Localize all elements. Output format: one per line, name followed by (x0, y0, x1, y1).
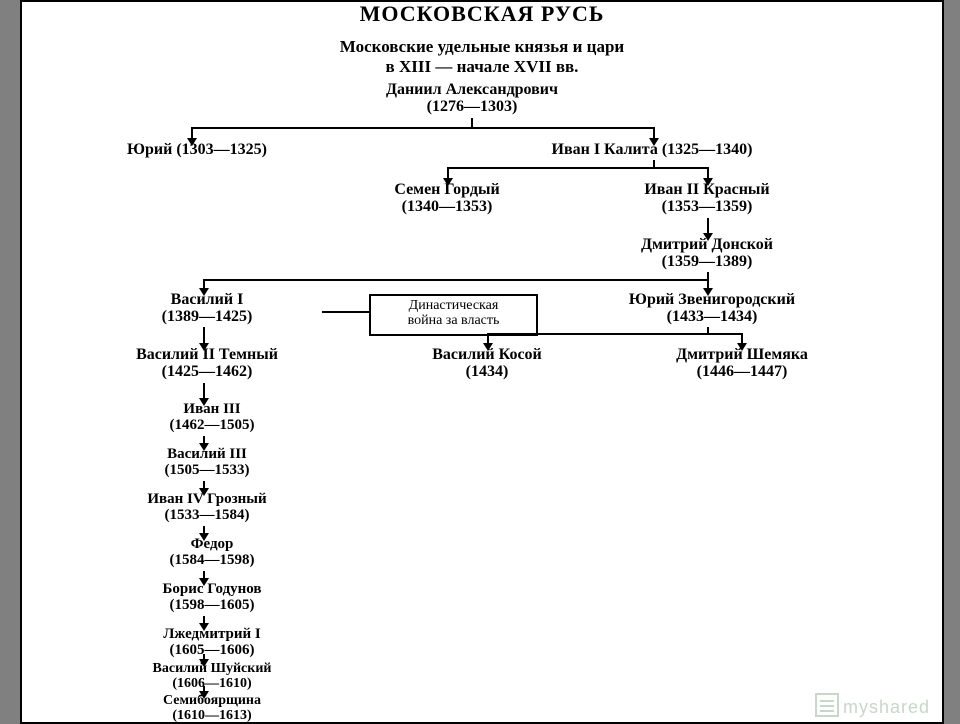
node-boris-name: Борис Годунов (112, 582, 312, 598)
node-ivan4-name: Иван IV Грозный (107, 492, 307, 508)
node-dmitry_d-dates: (1359—1389) (602, 254, 812, 271)
node-lzhe: Лжедмитрий I(1605—1606) (117, 627, 307, 659)
node-fedor-dates: (1584—1598) (137, 553, 287, 569)
node-daniil-dates: (1276—1303) (342, 99, 602, 116)
node-shuisky-dates: (1606—1610) (102, 677, 322, 692)
node-kosoy-name: Василий Косой (392, 347, 582, 364)
node-vasily3-name: Василий III (122, 447, 292, 463)
node-daniil: Даниил Александрович(1276—1303) (342, 82, 602, 116)
node-vasily1: Василий I(1389—1425) (127, 292, 287, 326)
node-ivan2: Иван II Красный(1353—1359) (602, 182, 812, 216)
node-shemyaka-dates: (1446—1447) (632, 364, 852, 381)
node-daniil-name: Даниил Александрович (342, 82, 602, 99)
node-ivan4-dates: (1533—1584) (107, 508, 307, 524)
title-sub1: Московские удельные князья и цари (22, 38, 942, 56)
node-semibo: Семибоярщина(1610—1613) (112, 694, 312, 723)
node-dmitry_d-name: Дмитрий Донской (602, 237, 812, 254)
node-vasily2-name: Василий II Темный (92, 347, 322, 364)
node-kosoy: Василий Косой(1434) (392, 347, 582, 381)
node-shuisky-name: Василий Шуйский (102, 662, 322, 677)
watermark: myshared (815, 693, 930, 718)
node-yuri_z-name: Юрий Звенигородский (582, 292, 842, 309)
node-yuri_z-dates: (1433—1434) (582, 309, 842, 326)
page: МОСКОВСКАЯ РУСЬ Московские удельные княз… (20, 0, 944, 724)
node-ivan3: Иван III(1462—1505) (132, 402, 292, 434)
node-dmitry_d: Дмитрий Донской(1359—1389) (602, 237, 812, 271)
node-boris-dates: (1598—1605) (112, 598, 312, 614)
grid-icon (815, 693, 839, 717)
node-ivan1: Иван I Калита (1325—1340) (492, 142, 812, 159)
node-semen-name: Семен Гордый (352, 182, 542, 199)
node-semen-dates: (1340—1353) (352, 199, 542, 216)
node-vasily3-dates: (1505—1533) (122, 463, 292, 479)
node-ivan3-dates: (1462—1505) (132, 418, 292, 434)
war-box-line1: Династическая (371, 298, 536, 313)
node-lzhe-name: Лжедмитрий I (117, 627, 307, 643)
node-vasily1-name: Василий I (127, 292, 287, 309)
node-vasily3: Василий III(1505—1533) (122, 447, 292, 479)
war-box-line2: война за власть (371, 313, 536, 328)
node-vasily2: Василий II Темный(1425—1462) (92, 347, 322, 381)
node-semibo-name: Семибоярщина (112, 694, 312, 709)
node-fedor-name: Федор (137, 537, 287, 553)
node-shemyaka-name: Дмитрий Шемяка (632, 347, 852, 364)
node-ivan3-name: Иван III (132, 402, 292, 418)
node-semibo-dates: (1610—1613) (112, 709, 312, 724)
node-vasily2-dates: (1425—1462) (92, 364, 322, 381)
title-sub2: в XIII — начале XVII вв. (22, 58, 942, 76)
title-main: МОСКОВСКАЯ РУСЬ (22, 2, 942, 25)
node-kosoy-dates: (1434) (392, 364, 582, 381)
node-ivan4: Иван IV Грозный(1533—1584) (107, 492, 307, 524)
node-yuri1: Юрий (1303—1325) (82, 142, 312, 159)
node-ivan2-name: Иван II Красный (602, 182, 812, 199)
node-shemyaka: Дмитрий Шемяка(1446—1447) (632, 347, 852, 381)
node-shuisky: Василий Шуйский(1606—1610) (102, 662, 322, 691)
node-lzhe-dates: (1605—1606) (117, 643, 307, 659)
node-boris: Борис Годунов(1598—1605) (112, 582, 312, 614)
watermark-text: myshared (843, 697, 930, 717)
node-ivan2-dates: (1353—1359) (602, 199, 812, 216)
node-yuri_z: Юрий Звенигородский(1433—1434) (582, 292, 842, 326)
node-semen: Семен Гордый(1340—1353) (352, 182, 542, 216)
dynastic-war-box: Династическая война за власть (369, 294, 538, 336)
node-vasily1-dates: (1389—1425) (127, 309, 287, 326)
node-fedor: Федор(1584—1598) (137, 537, 287, 569)
